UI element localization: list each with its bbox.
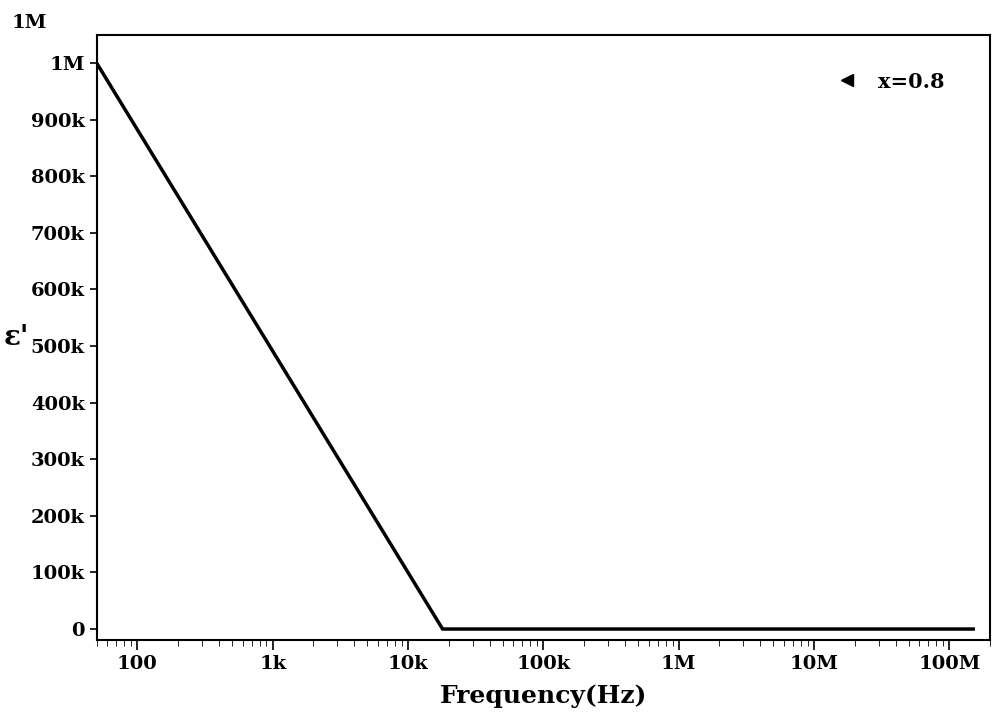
X-axis label: Frequency(Hz): Frequency(Hz) [439, 684, 646, 708]
Legend: x=0.8: x=0.8 [816, 64, 952, 100]
Y-axis label: ε': ε' [3, 324, 29, 351]
Text: 1M: 1M [12, 14, 47, 32]
